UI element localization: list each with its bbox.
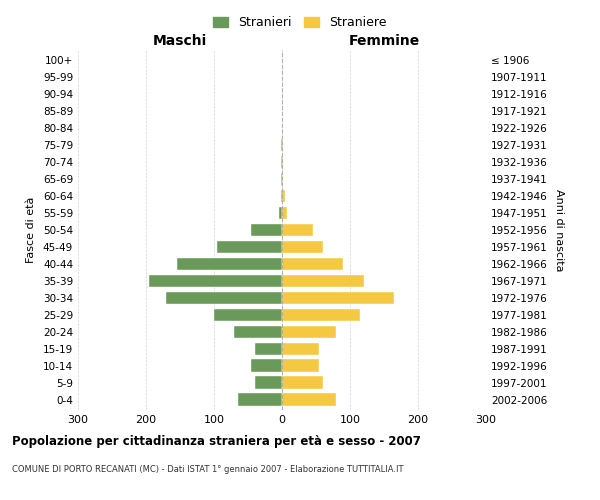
Bar — [176, 258, 282, 270]
Y-axis label: Anni di nascita: Anni di nascita — [554, 188, 564, 271]
Bar — [282, 376, 323, 389]
Bar — [278, 206, 282, 220]
Bar — [282, 240, 323, 254]
Text: Popolazione per cittadinanza straniera per età e sesso - 2007: Popolazione per cittadinanza straniera p… — [12, 435, 421, 448]
Bar — [281, 172, 282, 186]
Bar — [282, 292, 394, 304]
Bar — [235, 326, 282, 338]
Bar — [282, 258, 343, 270]
Bar — [282, 308, 360, 322]
Bar — [255, 376, 282, 389]
Bar — [255, 342, 282, 355]
Bar — [281, 190, 282, 202]
Bar — [282, 172, 283, 186]
Bar — [251, 360, 282, 372]
Bar — [149, 274, 282, 287]
Bar — [217, 240, 282, 254]
Bar — [282, 326, 337, 338]
Bar — [282, 138, 283, 151]
Bar — [282, 274, 364, 287]
Text: Femmine: Femmine — [349, 34, 419, 48]
Bar — [281, 138, 282, 151]
Bar — [166, 292, 282, 304]
Bar — [214, 308, 282, 322]
Bar — [282, 394, 337, 406]
Bar — [282, 156, 283, 168]
Text: COMUNE DI PORTO RECANATI (MC) - Dati ISTAT 1° gennaio 2007 - Elaborazione TUTTIT: COMUNE DI PORTO RECANATI (MC) - Dati IST… — [12, 465, 404, 474]
Y-axis label: Fasce di età: Fasce di età — [26, 197, 36, 263]
Bar — [282, 206, 287, 220]
Bar — [251, 224, 282, 236]
Bar — [282, 360, 319, 372]
Bar — [282, 342, 319, 355]
Legend: Stranieri, Straniere: Stranieri, Straniere — [208, 11, 392, 34]
Text: Maschi: Maschi — [153, 34, 207, 48]
Bar — [282, 224, 313, 236]
Bar — [282, 190, 286, 202]
Bar — [238, 394, 282, 406]
Bar — [281, 156, 282, 168]
